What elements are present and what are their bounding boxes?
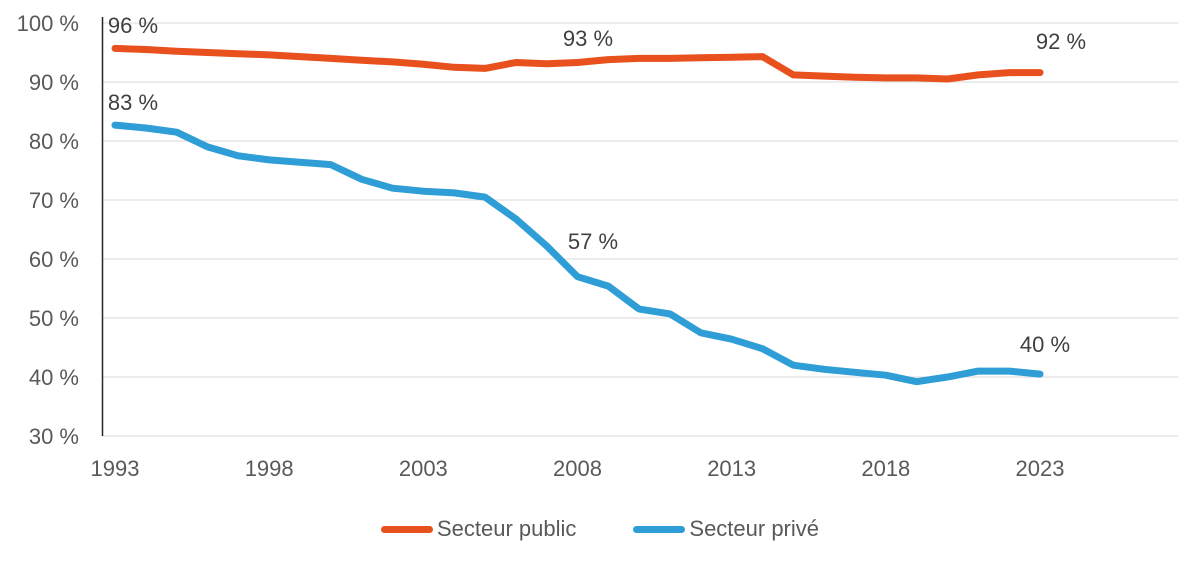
y-axis-label-90: 90 % [29,70,79,95]
legend-label-secteur-public: Secteur public [436,516,577,541]
data-label-2008-prive: 57 % [568,229,618,254]
secteur-public-line-swatch [380,525,433,533]
x-axis-label-1998: 1998 [245,456,294,481]
data-label-2008-public: 93 % [563,26,613,51]
x-axis-label-2013: 2013 [707,456,756,481]
x-axis-label-2003: 2003 [399,456,448,481]
legend-item-secteur-public: Secteur public [380,516,577,542]
secteur-prive-line-swatch [633,525,686,533]
y-axis-label-100: 100 % [17,11,79,36]
y-axis-label-80: 80 % [29,129,79,154]
x-axis-label-2018: 2018 [861,456,910,481]
y-axis-label-70: 70 % [29,188,79,213]
y-axis-label-40: 40 % [29,365,79,390]
series-line-secteur-public [111,44,1044,83]
data-label-1993-prive: 83 % [108,90,158,115]
chart-legend: Secteur public Secteur privé [0,516,1200,542]
x-axis-label-2008: 2008 [553,456,602,481]
x-axis-label-2023: 2023 [1016,456,1065,481]
y-axis-label-60: 60 % [29,247,79,272]
y-axis-label-50: 50 % [29,306,79,331]
data-label-1993-public: 96 % [108,13,158,38]
legend-item-secteur-prive: Secteur privé [633,516,819,542]
y-axis-label-30: 30 % [29,424,79,449]
legend-label-secteur-prive: Secteur privé [689,516,820,541]
x-axis-label-1993: 1993 [91,456,140,481]
data-label-2023-public: 92 % [1036,29,1086,54]
series-line-secteur-prive [111,121,1044,386]
data-label-2023-prive: 40 % [1020,332,1070,357]
